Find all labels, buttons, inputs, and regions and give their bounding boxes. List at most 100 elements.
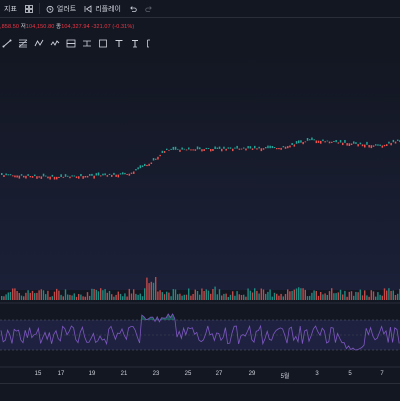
volume-bar [159, 290, 161, 300]
candle [146, 164, 148, 167]
callout-tool[interactable] [144, 38, 157, 49]
undo-button[interactable] [125, 0, 141, 17]
volume-bar [133, 289, 135, 300]
text-tool[interactable] [112, 38, 125, 49]
volume-bar [47, 290, 49, 300]
candle [80, 174, 82, 177]
volume-bar [16, 291, 18, 300]
volume-bar [40, 289, 42, 300]
alert-label: 얼러트 [56, 5, 77, 13]
volume-bar [214, 286, 216, 300]
frame-tool-icon [98, 39, 107, 47]
replay-label: 리플레이 [95, 5, 121, 13]
candle [326, 140, 329, 142]
volume-bar [234, 295, 236, 300]
volume-bar [93, 289, 95, 300]
volume-bar [67, 294, 69, 300]
trend-line-tool-icon [2, 39, 11, 47]
candle [265, 147, 267, 149]
candle [86, 175, 89, 178]
volume-bar [91, 288, 93, 300]
candle [293, 144, 296, 147]
candle [267, 145, 269, 149]
volume-bar [232, 291, 234, 300]
volume-bar [34, 293, 36, 300]
candle [56, 176, 58, 180]
volume-bar [18, 293, 20, 300]
candle [372, 145, 375, 147]
volume-bar [364, 290, 366, 300]
candle [357, 144, 359, 147]
candle [89, 174, 91, 176]
candle [298, 140, 300, 144]
volume-bar [357, 292, 359, 300]
volume-bar [273, 292, 276, 300]
pattern-tool[interactable] [32, 38, 45, 49]
volume-bar [144, 288, 146, 300]
volume-bar [115, 294, 117, 300]
volume-bar [137, 294, 139, 300]
volume-bar [216, 294, 218, 300]
candle [348, 143, 351, 146]
candle [313, 139, 315, 141]
redo-button[interactable] [141, 0, 157, 17]
volume-bar [313, 290, 315, 300]
volume-bar [271, 296, 273, 300]
candle [386, 144, 388, 146]
volume-bar [326, 295, 328, 300]
frame-tool[interactable] [96, 38, 109, 49]
candle [311, 137, 313, 141]
candle [38, 176, 40, 178]
volume-bar [150, 281, 152, 300]
volume-bar [218, 289, 221, 300]
candle [238, 148, 241, 150]
x-axis-label: 17 [57, 371, 65, 377]
candle [51, 174, 54, 177]
replay-button[interactable]: 리플레이 [80, 0, 125, 17]
volume-bar [381, 295, 383, 300]
candle [210, 149, 212, 152]
volume-bar [29, 292, 31, 300]
candle [392, 139, 395, 143]
volume-bar [73, 293, 75, 300]
candle [23, 175, 25, 178]
wave-tool[interactable] [48, 38, 61, 49]
candle [106, 175, 109, 177]
candle [7, 174, 10, 176]
undo-icon [130, 5, 137, 12]
volume-bar [23, 296, 25, 300]
volume-bar [229, 294, 232, 300]
trend-line-tool[interactable] [0, 38, 13, 49]
candle [207, 148, 210, 149]
candle [31, 176, 34, 178]
volume-bar [69, 294, 71, 300]
long-position-tool[interactable] [64, 38, 77, 49]
volume-bar [243, 294, 245, 300]
candle [113, 172, 115, 175]
candle [172, 146, 175, 150]
volume-bar [267, 291, 269, 300]
candle [315, 140, 318, 144]
volume-bar [84, 296, 86, 300]
alert-button[interactable]: 얼러트 [42, 0, 80, 17]
candle [124, 172, 126, 175]
volume-bar [298, 287, 300, 300]
candle [185, 149, 188, 151]
volume-bar [348, 291, 350, 300]
volume-bar [392, 290, 394, 300]
volume-bar [269, 289, 271, 300]
indicators-button[interactable]: 지표 [0, 0, 21, 17]
candle [218, 146, 221, 149]
candle [331, 141, 333, 143]
volume-bar [80, 294, 82, 300]
candle [174, 146, 177, 150]
candle [322, 139, 324, 142]
anchored-text-tool[interactable] [128, 38, 141, 49]
candle [370, 145, 373, 149]
fib-tool-icon [18, 39, 27, 47]
fib-tool[interactable] [16, 38, 29, 49]
measure-tool[interactable] [80, 38, 93, 49]
candle [245, 148, 247, 151]
layout-grid-button[interactable] [21, 0, 37, 17]
